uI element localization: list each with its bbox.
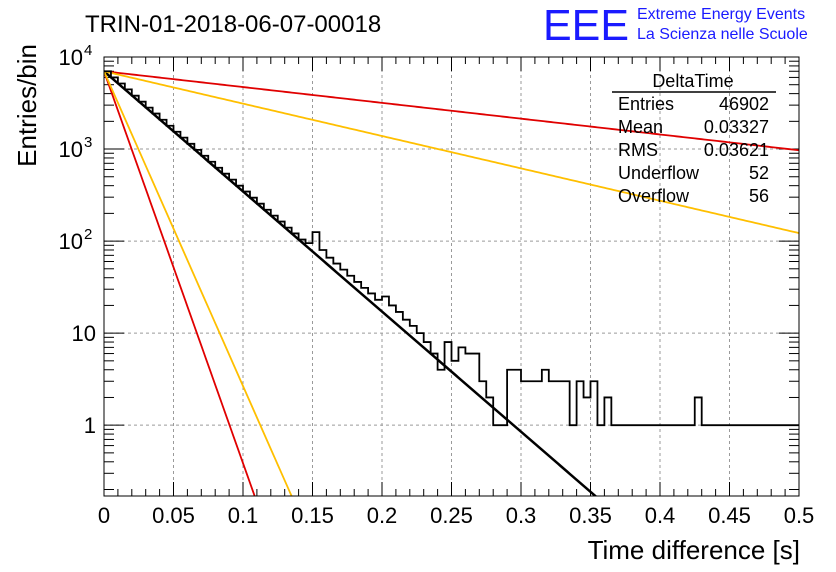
stats-box: DeltaTime Entries 46902 Mean 0.03327 RMS 0.03…	[612, 71, 776, 206]
x-tick-label: 0.35	[569, 503, 612, 528]
plot-grid	[104, 57, 799, 496]
x-tick-label: 0.3	[506, 503, 537, 528]
x-tick-label: 0.4	[645, 503, 676, 528]
x-axis-label: Time difference [s]	[588, 535, 800, 565]
histogram-steps	[104, 70, 799, 427]
stats-value: 52	[749, 163, 769, 183]
y-tick-label: 10	[59, 45, 83, 70]
x-tick-label: 0.2	[367, 503, 398, 528]
stats-value: 56	[749, 186, 769, 206]
fit-curve-1	[104, 70, 598, 496]
x-tick-label: 0.45	[708, 503, 751, 528]
stats-label: Entries	[618, 94, 674, 114]
stats-value: 46902	[719, 94, 769, 114]
y-tick-exponent: 4	[84, 42, 92, 59]
fit-curve-5	[104, 70, 293, 496]
eee-logo: EEE Extreme Energy Events La Scienza nel…	[543, 1, 808, 50]
x-tick-label: 0.05	[152, 503, 195, 528]
y-tick-label: 10	[59, 137, 83, 162]
chart-title: TRIN-01-2018-06-07-00018	[85, 11, 381, 38]
stats-label: RMS	[618, 140, 658, 160]
x-tick-label: 0.5	[784, 503, 815, 528]
stats-box-title: DeltaTime	[652, 71, 733, 91]
y-tick-label: 1	[84, 413, 96, 438]
fit-curve-4	[104, 70, 256, 496]
x-tick-label: 0.15	[291, 503, 334, 528]
plot-frame	[103, 56, 800, 497]
stats-label: Underflow	[618, 163, 700, 183]
fit-curve-3	[104, 70, 799, 234]
eee-logo-line2: La Scienza nelle Scuole	[637, 26, 808, 43]
x-tick-label: 0.25	[430, 503, 473, 528]
y-tick-exponent: 3	[84, 134, 92, 151]
y-tick-label: 10	[72, 321, 96, 346]
stats-value: 0.03327	[704, 117, 769, 137]
y-tick-exponent: 2	[84, 226, 92, 243]
y-tick-label: 10	[59, 229, 83, 254]
stats-value: 0.03621	[704, 140, 769, 160]
fit-curve-2	[104, 70, 799, 152]
stats-label: Mean	[618, 117, 663, 137]
x-tick-label: 0	[98, 503, 110, 528]
stats-label: Overflow	[618, 186, 690, 206]
x-axis: 0 0.05 0.1 0.15 0.2 0.25 0.3 0.35 0.4 0.45 0.5	[98, 57, 814, 528]
eee-logo-line1: Extreme Energy Events	[637, 6, 805, 23]
eee-logo-mark: EEE	[543, 1, 629, 50]
y-axis-label: Entries/bin	[12, 44, 42, 167]
x-tick-label: 0.1	[228, 503, 259, 528]
